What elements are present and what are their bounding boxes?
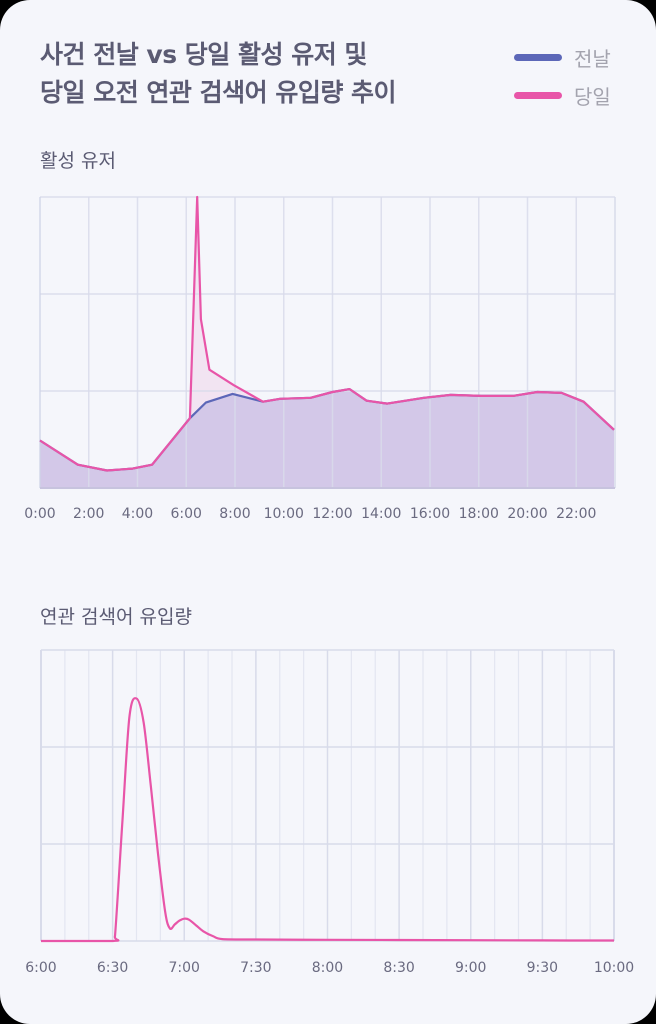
page-title: 사건 전날 vs 당일 활성 유저 및 당일 오전 연관 검색어 유입량 추이 [40, 36, 460, 112]
search-inflow-chart: 6:00 6:30 7:00 7:30 8:00 8:30 9:00 9:30 10:00 [25, 649, 634, 976]
section-title-search-inflow: 연관 검색어 유입량 [40, 606, 192, 628]
x-tick-label: 6:00 [25, 960, 56, 976]
section-title-active-users: 활성 유저 [40, 150, 116, 172]
x-tick-label: 22:00 [556, 506, 596, 522]
x-tick-label: 8:30 [383, 960, 414, 976]
x-tick-label: 7:00 [169, 960, 200, 976]
legend-item-prev-day: 전날 [514, 38, 611, 76]
x-tick-label: 18:00 [459, 506, 499, 522]
title-line-2: 당일 오전 연관 검색어 유입량 추이 [40, 78, 397, 107]
active-users-chart: 0:00 2:00 4:00 6:00 8:00 10:00 12:00 14:00 16:00… [24, 195, 616, 522]
x-tick-label: 9:00 [455, 960, 486, 976]
prev-day-area [40, 389, 615, 488]
x-tick-label: 10:00 [594, 960, 634, 976]
legend-label-prev-day: 전날 [574, 46, 611, 71]
x-tick-label: 6:00 [171, 506, 202, 522]
x-tick-label: 2:00 [73, 506, 104, 522]
x-tick-label: 8:00 [312, 960, 343, 976]
x-tick-label: 12:00 [312, 506, 352, 522]
grid [40, 649, 615, 942]
x-tick-label: 9:30 [527, 960, 558, 976]
x-tick-label: 16:00 [410, 506, 450, 522]
grid [39, 196, 616, 489]
legend-label-same-day: 당일 [574, 84, 611, 109]
x-tick-label: 10:00 [264, 506, 304, 522]
x-tick-label: 20:00 [507, 506, 547, 522]
x-tick-label: 7:30 [240, 960, 271, 976]
x-tick-label: 14:00 [361, 506, 401, 522]
search-inflow-line [41, 697, 615, 943]
legend-swatch-prev-day [514, 53, 562, 61]
x-tick-label: 6:30 [97, 960, 128, 976]
legend: 전날 당일 [514, 38, 611, 114]
x-tick-label: 4:00 [122, 506, 153, 522]
legend-swatch-same-day [514, 91, 562, 99]
title-line-1: 사건 전날 vs 당일 활성 유저 및 [40, 40, 367, 69]
same-day-line [39, 195, 615, 472]
x-tick-label: 0:00 [24, 506, 55, 522]
legend-item-same-day: 당일 [514, 76, 611, 114]
x-tick-label: 8:00 [219, 506, 250, 522]
